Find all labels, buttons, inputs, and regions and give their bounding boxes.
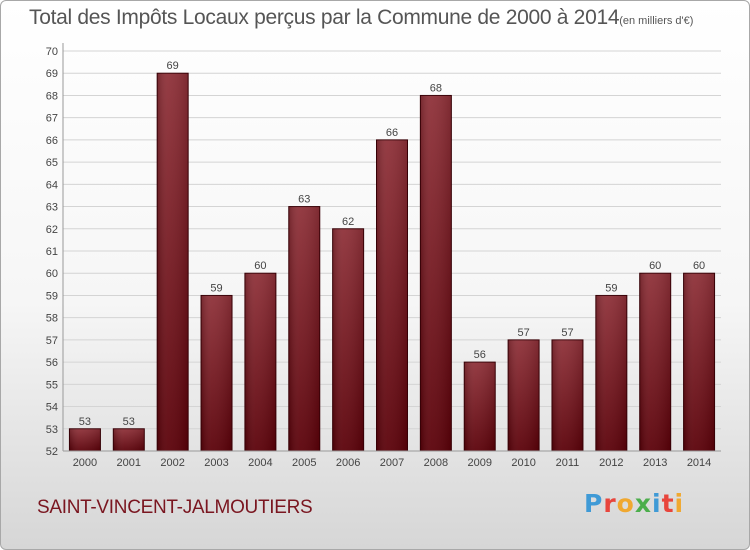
value-labels: 53 53 69 59 60 63 62 66 68 56 57 57 59 60 60 [79, 60, 705, 428]
value-label: 66 [386, 127, 398, 139]
x-tick-label: 2009 [467, 457, 491, 469]
bar-shine [288, 206, 320, 451]
x-tick-label: 2003 [204, 457, 228, 469]
bar-shine [551, 339, 583, 451]
x-tick-label: 2000 [73, 457, 97, 469]
x-tick-label: 2011 [556, 457, 580, 469]
bar-shine [157, 73, 189, 451]
y-tick-label: 52 [46, 446, 58, 458]
value-label: 63 [298, 194, 310, 206]
x-tick-label: 2010 [511, 457, 535, 469]
value-label: 59 [210, 282, 222, 294]
y-tick-label: 56 [46, 357, 58, 369]
logo-letter: i [652, 489, 662, 518]
bar-shine [683, 273, 715, 451]
bar-shine [595, 295, 627, 451]
y-tick-label: 58 [46, 313, 58, 325]
x-tick-label: 2005 [292, 457, 316, 469]
value-label: 60 [693, 260, 705, 272]
x-tick-label: 2012 [599, 457, 623, 469]
logo-letter: r [603, 489, 617, 518]
logo-letter: t [661, 489, 675, 518]
bar-shine [332, 228, 364, 451]
value-label: 53 [79, 416, 91, 428]
x-tick-label: 2006 [336, 457, 360, 469]
y-tick-label: 57 [46, 335, 58, 347]
value-label: 62 [342, 216, 354, 228]
value-label: 60 [254, 260, 266, 272]
commune-name: SAINT-VINCENT-JALMOUTIERS [37, 497, 313, 518]
bar-shine [113, 428, 145, 451]
bar-shine [376, 139, 408, 451]
y-tick-label: 63 [46, 202, 58, 214]
y-tick-label: 60 [46, 268, 58, 280]
y-tick-label: 68 [46, 90, 58, 102]
y-tick-label: 61 [46, 246, 58, 258]
x-tick-label: 2001 [117, 457, 141, 469]
bar-shine [244, 273, 276, 451]
x-tick-label: 2004 [248, 457, 272, 469]
y-tick-label: 54 [46, 402, 58, 414]
value-label: 60 [649, 260, 661, 272]
y-tick-label: 66 [46, 135, 58, 147]
axes: 52 53 54 55 56 57 58 59 60 61 62 63 64 65 66 67 68 69 70 20… [46, 43, 721, 469]
y-tick-label: 67 [46, 113, 58, 125]
bar-shine [639, 273, 671, 451]
x-tick-label: 2008 [424, 457, 448, 469]
y-tick-label: 70 [46, 46, 58, 58]
y-tick-label: 69 [46, 68, 58, 80]
y-tick-label: 55 [46, 379, 58, 391]
value-label: 57 [517, 327, 529, 339]
chart-title-text: Total des Impôts Locaux perçus par la Co… [29, 6, 620, 29]
value-label: 56 [474, 349, 486, 361]
x-tick-label: 2014 [687, 457, 711, 469]
value-label: 53 [123, 416, 135, 428]
x-tick-label: 2013 [643, 457, 667, 469]
y-tick-label: 59 [46, 290, 58, 302]
logo-letter: P [584, 489, 604, 518]
value-label: 68 [430, 82, 442, 94]
y-tick-label: 65 [46, 157, 58, 169]
chart-title: Total des Impôts Locaux perçus par la Co… [29, 6, 693, 30]
proxiti-logo[interactable]: Proxiti [584, 489, 684, 518]
value-label: 59 [605, 282, 617, 294]
value-label: 69 [167, 60, 179, 72]
bar-shine [69, 428, 101, 451]
bar-shine [508, 339, 540, 451]
x-tick-label: 2002 [160, 457, 184, 469]
bar-shine [464, 362, 496, 451]
logo-letter: i [674, 489, 685, 518]
logo-letter: x [634, 489, 652, 518]
bars [68, 72, 716, 452]
y-tick-label: 64 [46, 179, 58, 191]
bar-shine [420, 95, 452, 451]
bar-shine [201, 295, 233, 451]
y-tick-label: 62 [46, 224, 58, 236]
value-label: 57 [561, 327, 573, 339]
chart-unit: (en milliers d'€) [619, 15, 694, 27]
y-tick-label: 53 [46, 424, 58, 436]
logo-letter: o [616, 489, 635, 518]
x-tick-label: 2007 [380, 457, 404, 469]
